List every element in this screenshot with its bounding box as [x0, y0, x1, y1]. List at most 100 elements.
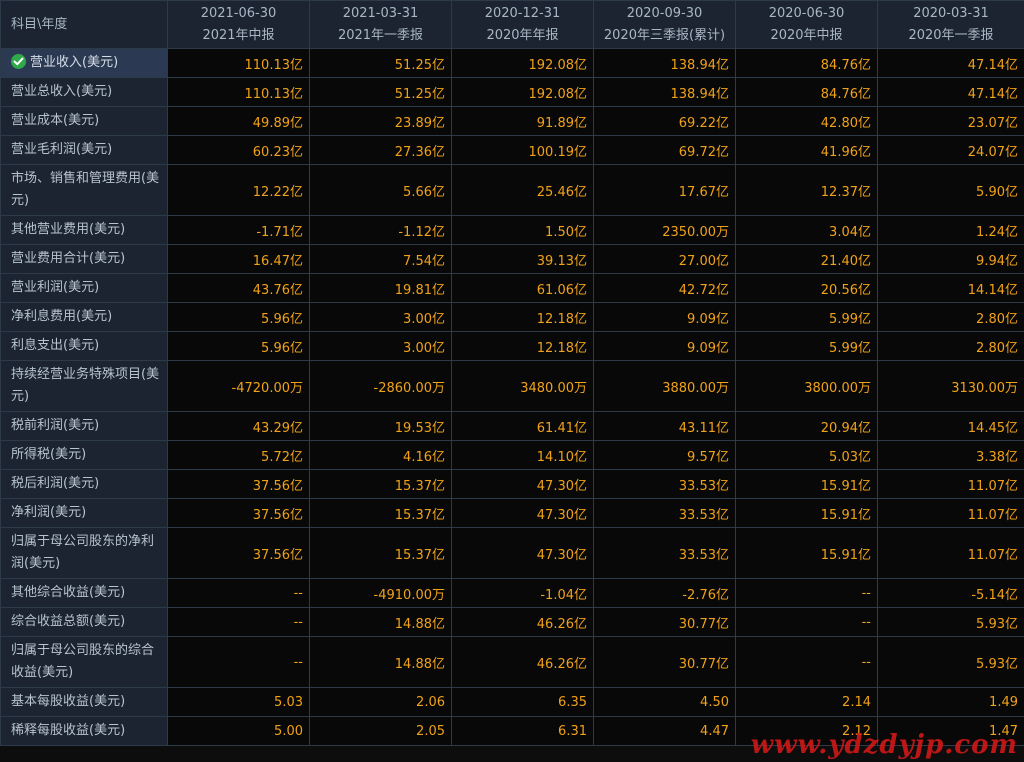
- report-date: 2021-06-30: [200, 5, 277, 21]
- table-row[interactable]: 所得税(美元) 5.72亿 4.16亿 14.10亿 9.57亿 5.03亿 3.38亿: [0, 440, 1024, 470]
- value-cell: -5.14亿: [877, 578, 1024, 608]
- row-label[interactable]: 归属于母公司股东的净利润(美元): [0, 527, 168, 579]
- table-row[interactable]: 净利润(美元) 37.56亿 15.37亿 47.30亿 33.53亿 15.91亿 11.…: [0, 498, 1024, 528]
- row-label-text: 营业收入(美元): [30, 55, 119, 70]
- row-label[interactable]: 营业毛利润(美元): [0, 135, 168, 165]
- row-label-text: 其他营业费用(美元): [11, 222, 126, 237]
- row-label[interactable]: 税前利润(美元): [0, 411, 168, 441]
- value-cell: 91.89亿: [451, 106, 594, 136]
- row-label[interactable]: 营业收入(美元): [0, 48, 168, 78]
- report-period: 2020年三季报(累计): [603, 27, 726, 43]
- value-cell: --: [735, 607, 878, 637]
- table-row[interactable]: 利息支出(美元) 5.96亿 3.00亿 12.18亿 9.09亿 5.99亿 2.80亿: [0, 331, 1024, 361]
- report-period: 2020年年报: [486, 27, 559, 43]
- table-row[interactable]: 税前利润(美元) 43.29亿 19.53亿 61.41亿 43.11亿 20.94亿 14…: [0, 411, 1024, 441]
- row-label[interactable]: 综合收益总额(美元): [0, 607, 168, 637]
- value-cell: 2350.00万: [593, 215, 736, 245]
- value-cell: 17.67亿: [593, 164, 736, 216]
- table-row[interactable]: 市场、销售和管理费用(美元) 12.22亿 5.66亿 25.46亿 17.67亿 12.…: [0, 164, 1024, 216]
- table-row[interactable]: 归属于母公司股东的综合收益(美元) -- 14.88亿 46.26亿 30.77亿 -- 5…: [0, 636, 1024, 688]
- period-column-header[interactable]: 2021-06-30 2021年中报: [167, 0, 310, 49]
- value-cell: 43.76亿: [167, 273, 310, 303]
- value-cell: 5.72亿: [167, 440, 310, 470]
- table-row[interactable]: 归属于母公司股东的净利润(美元) 37.56亿 15.37亿 47.30亿 33.53亿…: [0, 527, 1024, 579]
- table-row[interactable]: 营业毛利润(美元) 60.23亿 27.36亿 100.19亿 69.72亿 41.96亿…: [0, 135, 1024, 165]
- value-cell: 61.06亿: [451, 273, 594, 303]
- period-column-header[interactable]: 2021-03-31 2021年一季报: [309, 0, 452, 49]
- value-cell: 6.35: [451, 687, 594, 717]
- row-label-text: 所得税(美元): [11, 447, 87, 462]
- value-cell: 61.41亿: [451, 411, 594, 441]
- row-label[interactable]: 其他综合收益(美元): [0, 578, 168, 608]
- corner-header: 科目\年度: [0, 0, 168, 49]
- table-row[interactable]: 持续经营业务特殊项目(美元) -4720.00万 -2860.00万 3480.00万…: [0, 360, 1024, 412]
- report-date: 2020-03-31: [913, 5, 989, 21]
- row-label-text: 税后利润(美元): [11, 476, 100, 491]
- value-cell: 110.13亿: [167, 48, 310, 78]
- table-row[interactable]: 营业利润(美元) 43.76亿 19.81亿 61.06亿 42.72亿 20.56亿 14…: [0, 273, 1024, 303]
- table-row[interactable]: 营业成本(美元) 49.89亿 23.89亿 91.89亿 69.22亿 42.80亿 23…: [0, 106, 1024, 136]
- value-cell: 23.07亿: [877, 106, 1024, 136]
- table-row[interactable]: 稀释每股收益(美元) 5.00 2.05 6.31 4.47 2.12 1.47: [0, 716, 1024, 746]
- row-label-text: 营业利润(美元): [11, 280, 100, 295]
- table-row[interactable]: 基本每股收益(美元) 5.03 2.06 6.35 4.50 2.14 1.49: [0, 687, 1024, 717]
- row-label[interactable]: 税后利润(美元): [0, 469, 168, 499]
- row-label-text: 综合收益总额(美元): [11, 614, 126, 629]
- table-row[interactable]: 净利息费用(美元) 5.96亿 3.00亿 12.18亿 9.09亿 5.99亿 2.80亿: [0, 302, 1024, 332]
- table-row[interactable]: 营业费用合计(美元) 16.47亿 7.54亿 39.13亿 27.00亿 21.40亿 9…: [0, 244, 1024, 274]
- value-cell: 3.04亿: [735, 215, 878, 245]
- row-label[interactable]: 净利息费用(美元): [0, 302, 168, 332]
- value-cell: -1.71亿: [167, 215, 310, 245]
- period-column-header[interactable]: 2020-09-30 2020年三季报(累计): [593, 0, 736, 49]
- value-cell: 15.37亿: [309, 498, 452, 528]
- row-label[interactable]: 稀释每股收益(美元): [0, 716, 168, 746]
- value-cell: 47.30亿: [451, 469, 594, 499]
- value-cell: 47.14亿: [877, 48, 1024, 78]
- table-row[interactable]: 营业收入(美元) 110.13亿 51.25亿 192.08亿 138.94亿 84.76…: [0, 48, 1024, 78]
- row-label[interactable]: 净利润(美元): [0, 498, 168, 528]
- period-column-header[interactable]: 2020-06-30 2020年中报: [735, 0, 878, 49]
- value-cell: 3880.00万: [593, 360, 736, 412]
- table-row[interactable]: 税后利润(美元) 37.56亿 15.37亿 47.30亿 33.53亿 15.91亿 11…: [0, 469, 1024, 499]
- value-cell: 5.93亿: [877, 636, 1024, 688]
- value-cell: 16.47亿: [167, 244, 310, 274]
- value-cell: 5.96亿: [167, 302, 310, 332]
- row-label[interactable]: 持续经营业务特殊项目(美元): [0, 360, 168, 412]
- row-label[interactable]: 利息支出(美元): [0, 331, 168, 361]
- table-row[interactable]: 其他综合收益(美元) -- -4910.00万 -1.04亿 -2.76亿 -- -5.14…: [0, 578, 1024, 608]
- row-label[interactable]: 所得税(美元): [0, 440, 168, 470]
- row-label[interactable]: 其他营业费用(美元): [0, 215, 168, 245]
- value-cell: 5.03: [167, 687, 310, 717]
- row-label[interactable]: 营业成本(美元): [0, 106, 168, 136]
- value-cell: 20.56亿: [735, 273, 878, 303]
- value-cell: 4.16亿: [309, 440, 452, 470]
- value-cell: 4.50: [593, 687, 736, 717]
- row-label[interactable]: 营业总收入(美元): [0, 77, 168, 107]
- row-label-text: 营业毛利润(美元): [11, 142, 113, 157]
- row-label[interactable]: 营业利润(美元): [0, 273, 168, 303]
- table-row[interactable]: 其他营业费用(美元) -1.71亿 -1.12亿 1.50亿 2350.00万 3.04亿…: [0, 215, 1024, 245]
- value-cell: 33.53亿: [593, 527, 736, 579]
- value-cell: 84.76亿: [735, 77, 878, 107]
- value-cell: 20.94亿: [735, 411, 878, 441]
- row-label-text: 营业成本(美元): [11, 113, 100, 128]
- row-label[interactable]: 营业费用合计(美元): [0, 244, 168, 274]
- value-cell: 2.05: [309, 716, 452, 746]
- value-cell: --: [735, 578, 878, 608]
- value-cell: 2.80亿: [877, 302, 1024, 332]
- period-column-header[interactable]: 2020-03-31 2020年一季报: [877, 0, 1024, 49]
- value-cell: 14.14亿: [877, 273, 1024, 303]
- value-cell: 24.07亿: [877, 135, 1024, 165]
- row-label-text: 其他综合收益(美元): [11, 585, 126, 600]
- table-row[interactable]: 营业总收入(美元) 110.13亿 51.25亿 192.08亿 138.94亿 84.7…: [0, 77, 1024, 107]
- value-cell: 51.25亿: [309, 48, 452, 78]
- row-label[interactable]: 归属于母公司股东的综合收益(美元): [0, 636, 168, 688]
- value-cell: 7.54亿: [309, 244, 452, 274]
- period-column-header[interactable]: 2020-12-31 2020年年报: [451, 0, 594, 49]
- value-cell: 33.53亿: [593, 469, 736, 499]
- table-row[interactable]: 综合收益总额(美元) -- 14.88亿 46.26亿 30.77亿 -- 5.93亿: [0, 607, 1024, 637]
- row-label[interactable]: 市场、销售和管理费用(美元): [0, 164, 168, 216]
- row-label-text: 归属于母公司股东的综合收益(美元): [11, 643, 155, 680]
- row-label[interactable]: 基本每股收益(美元): [0, 687, 168, 717]
- report-period: 2020年中报: [770, 27, 843, 43]
